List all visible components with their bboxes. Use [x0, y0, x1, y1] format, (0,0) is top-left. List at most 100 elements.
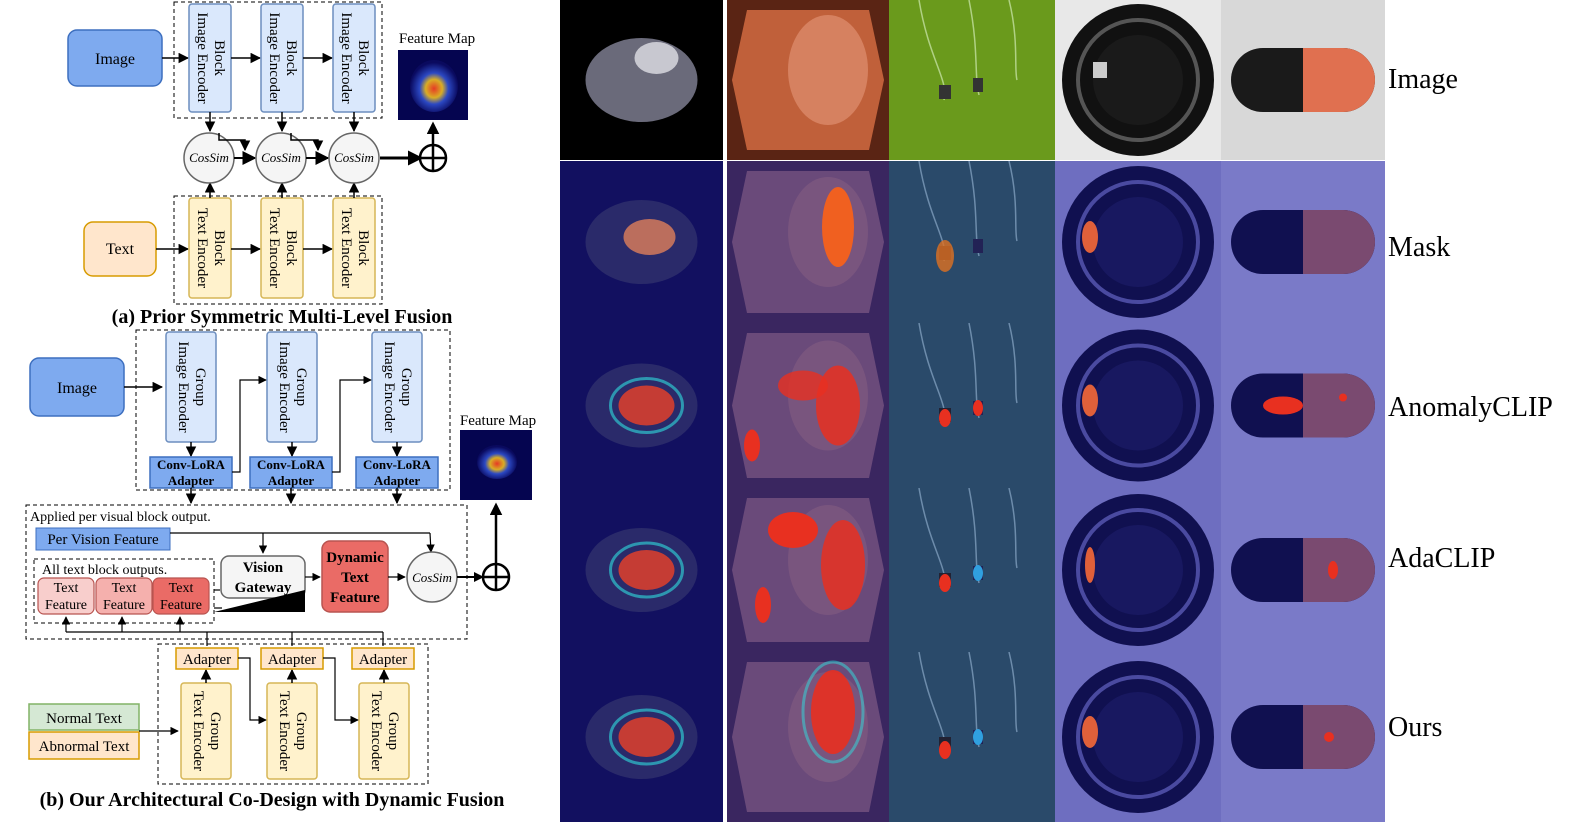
text-encoder-block-label: Text Encoder: [338, 208, 354, 288]
text-feature-box: Text Feature: [37, 577, 95, 615]
text-encoder-group-label: Group: [293, 712, 309, 750]
result-image: [889, 323, 1055, 488]
result-image: [727, 488, 889, 652]
text-encoder-group: Text Encoder Group: [180, 682, 232, 780]
result-image: [727, 323, 889, 488]
text-encoder-block: Text Encoder Block: [188, 197, 232, 299]
conv-lora-label: Conv-LoRA: [157, 457, 226, 472]
result-image: [889, 0, 1055, 160]
abnormal-text-label: Abnormal Text: [39, 739, 131, 755]
text-adapter: Adapter: [260, 647, 359, 725]
result-image: [560, 652, 723, 822]
text-feature-label-2: Feature: [160, 598, 202, 613]
result-image: [1055, 488, 1221, 652]
text-encoder-block-label: Block: [283, 230, 299, 266]
result-image: [1221, 161, 1385, 323]
text-encoder-block-label: Text Encoder: [266, 208, 282, 288]
result-image: [727, 652, 889, 822]
text-encoder-group-label: Text Encoder: [190, 691, 206, 771]
text-feature-box: Text Feature: [95, 577, 153, 615]
normal-text-label: Normal Text: [46, 711, 123, 727]
feature-map-label-b: Feature Map: [460, 413, 536, 429]
text-input-label: Text: [106, 241, 135, 258]
result-image: [560, 161, 723, 323]
result-image: [1221, 652, 1385, 822]
text-encoder-group-label: Group: [207, 712, 223, 750]
image-encoder-group-label: Image Encoder: [276, 341, 292, 432]
image-input-label-b: Image: [57, 380, 97, 397]
text-encoder-block-label: Block: [211, 230, 227, 266]
result-image: [1221, 323, 1385, 488]
text-feature-label-2: Feature: [45, 598, 87, 613]
cossim-label: CosSim: [334, 150, 374, 165]
text-adapter: Adapter: [175, 647, 267, 725]
text-encoder-group-label: Group: [385, 712, 401, 750]
dynamic-text-feature-label-2: Text: [341, 570, 369, 586]
image-encoder-block-label: Image Encoder: [194, 12, 210, 103]
panel-a: Image Image Encoder Block Image Encoder Blo…: [67, 1, 475, 328]
cossim-label: CosSim: [189, 150, 229, 165]
applied-note: Applied per visual block output.: [30, 510, 211, 525]
result-image: [1055, 161, 1221, 323]
result-image: [1055, 652, 1221, 822]
per-vision-feature-box: [35, 527, 171, 551]
panel-b: Image Image Encoder Group Image Encoder Gro…: [25, 329, 536, 811]
cossim-label-b: CosSim: [412, 570, 452, 585]
text-encoder-group: Text Encoder Group: [358, 682, 410, 780]
result-image: [560, 0, 723, 160]
text-encoder-block-label: Block: [355, 230, 371, 266]
image-input-label: Image: [95, 51, 135, 68]
result-image: [889, 488, 1055, 652]
panel-b-caption: (b) Our Architectural Co-Design with Dyn…: [40, 789, 505, 811]
text-feature-label: Text: [169, 581, 194, 596]
text-encoder-group-label: Text Encoder: [368, 691, 384, 771]
row-label: Image: [1388, 64, 1458, 95]
result-image: [1055, 323, 1221, 488]
result-image: [560, 323, 723, 488]
image-encoder-block-label: Block: [211, 40, 227, 76]
architecture-diagram: Image Image Encoder Block Image Encoder Blo…: [25, 1, 536, 811]
image-encoder-group: Image Encoder Group: [371, 331, 423, 443]
result-image: [1055, 0, 1221, 160]
cossim-node: CosSim: [328, 132, 380, 184]
text-encoder-group: Text Encoder Group: [266, 682, 318, 780]
qualitative-results-grid: Image Mask AnomalyCLIP AdaCLIP Ours: [560, 0, 1587, 822]
text-feature-label: Text: [54, 581, 79, 596]
adapter-label: Adapter: [359, 652, 407, 668]
result-image: [1221, 488, 1385, 652]
image-encoder-block: Image Encoder Block: [188, 3, 232, 113]
image-encoder-group-label: Image Encoder: [175, 341, 191, 432]
image-encoder-group-label: Group: [398, 368, 414, 406]
cossim-node: CosSim: [255, 132, 330, 184]
adapter-label: Adapter: [268, 652, 316, 668]
image-encoder-group-label: Image Encoder: [381, 341, 397, 432]
conv-lora-label-2: Adapter: [374, 473, 420, 488]
image-encoder-block-label: Block: [283, 40, 299, 76]
vision-gateway-label-2: Gateway: [235, 580, 292, 596]
image-encoder-group: Image Encoder Group: [266, 331, 318, 443]
normal-text-box: [28, 703, 140, 731]
image-encoder-block-label: Image Encoder: [266, 12, 282, 103]
image-encoder-block-label: Block: [355, 40, 371, 76]
vision-gateway-label: Vision: [243, 560, 284, 576]
abnormal-text-box: [28, 731, 140, 760]
image-encoder-block-label: Image Encoder: [338, 12, 354, 103]
row-label: AdaCLIP: [1388, 543, 1496, 574]
image-encoder-group: Image Encoder Group: [165, 331, 217, 443]
row-label: AnomalyCLIP: [1388, 392, 1553, 423]
cossim-node: CosSim: [183, 132, 257, 184]
result-image: [889, 161, 1055, 323]
adapter-label: Adapter: [183, 652, 231, 668]
result-image: [1221, 0, 1385, 160]
image-encoder-group-label: Group: [293, 368, 309, 406]
text-encoder-block: Text Encoder Block: [332, 197, 376, 299]
per-vision-feature-label: Per Vision Feature: [47, 532, 159, 548]
text-feature-label-2: Feature: [103, 598, 145, 613]
text-encoder-block-label: Text Encoder: [194, 208, 210, 288]
text-encoder-block: Text Encoder Block: [260, 197, 304, 299]
conv-lora-label: Conv-LoRA: [363, 457, 432, 472]
text-feature-box: Text Feature: [152, 577, 210, 615]
